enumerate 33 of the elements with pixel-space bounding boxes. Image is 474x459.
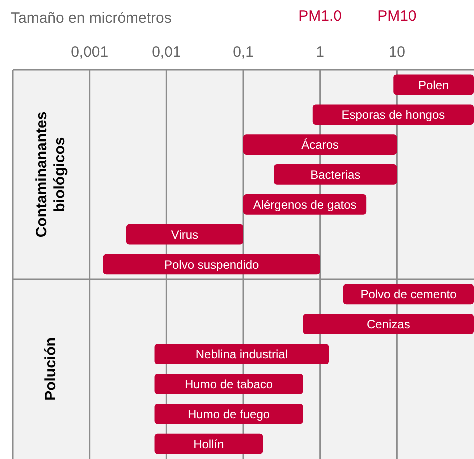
y-tick-label: Bacterias: [310, 168, 361, 182]
y-tick-label: Esporas de hongos: [342, 108, 446, 122]
x-tick-label: 0,1: [233, 44, 254, 62]
bar: [154, 344, 330, 364]
bar: [244, 134, 398, 155]
y-tick-label: Cenizas: [366, 318, 410, 332]
bar: [154, 434, 264, 454]
text: PM10: [378, 8, 417, 25]
y-tick-label: Alérgenos de gatos: [253, 198, 357, 212]
text: PM1.0: [298, 8, 342, 25]
y-tick-label: Polvo suspendido: [164, 258, 260, 272]
y-tick-label: Polen: [418, 78, 450, 92]
bar: [103, 254, 320, 275]
annotation: Polución: [42, 338, 60, 401]
x-tick-label: 0,01: [152, 44, 182, 62]
bar: [126, 224, 244, 245]
bar: [154, 374, 304, 394]
y-tick-label: Humo de fuego: [188, 407, 270, 422]
bar: [154, 404, 304, 424]
y-tick-label: Virus: [171, 228, 199, 242]
x-tick-label: 10: [388, 44, 406, 62]
y-tick-label: Polvo de cemento: [360, 288, 458, 302]
y-tick-label: Ácaros: [302, 138, 340, 152]
bar: [274, 164, 398, 185]
x-tick-label: 1: [316, 44, 325, 62]
bar: [303, 314, 474, 335]
annotation: Contaminanantes biológicos: [34, 112, 69, 238]
y-tick-label: Humo de tabaco: [184, 378, 274, 392]
y-tick-label: Hollín: [194, 437, 224, 452]
x-axis-title: Tamaño en micrómetros: [11, 10, 172, 27]
x-tick-label: 0,001: [71, 44, 109, 62]
bar: [394, 74, 474, 96]
y-tick-label: Neblina industrial: [196, 348, 288, 362]
